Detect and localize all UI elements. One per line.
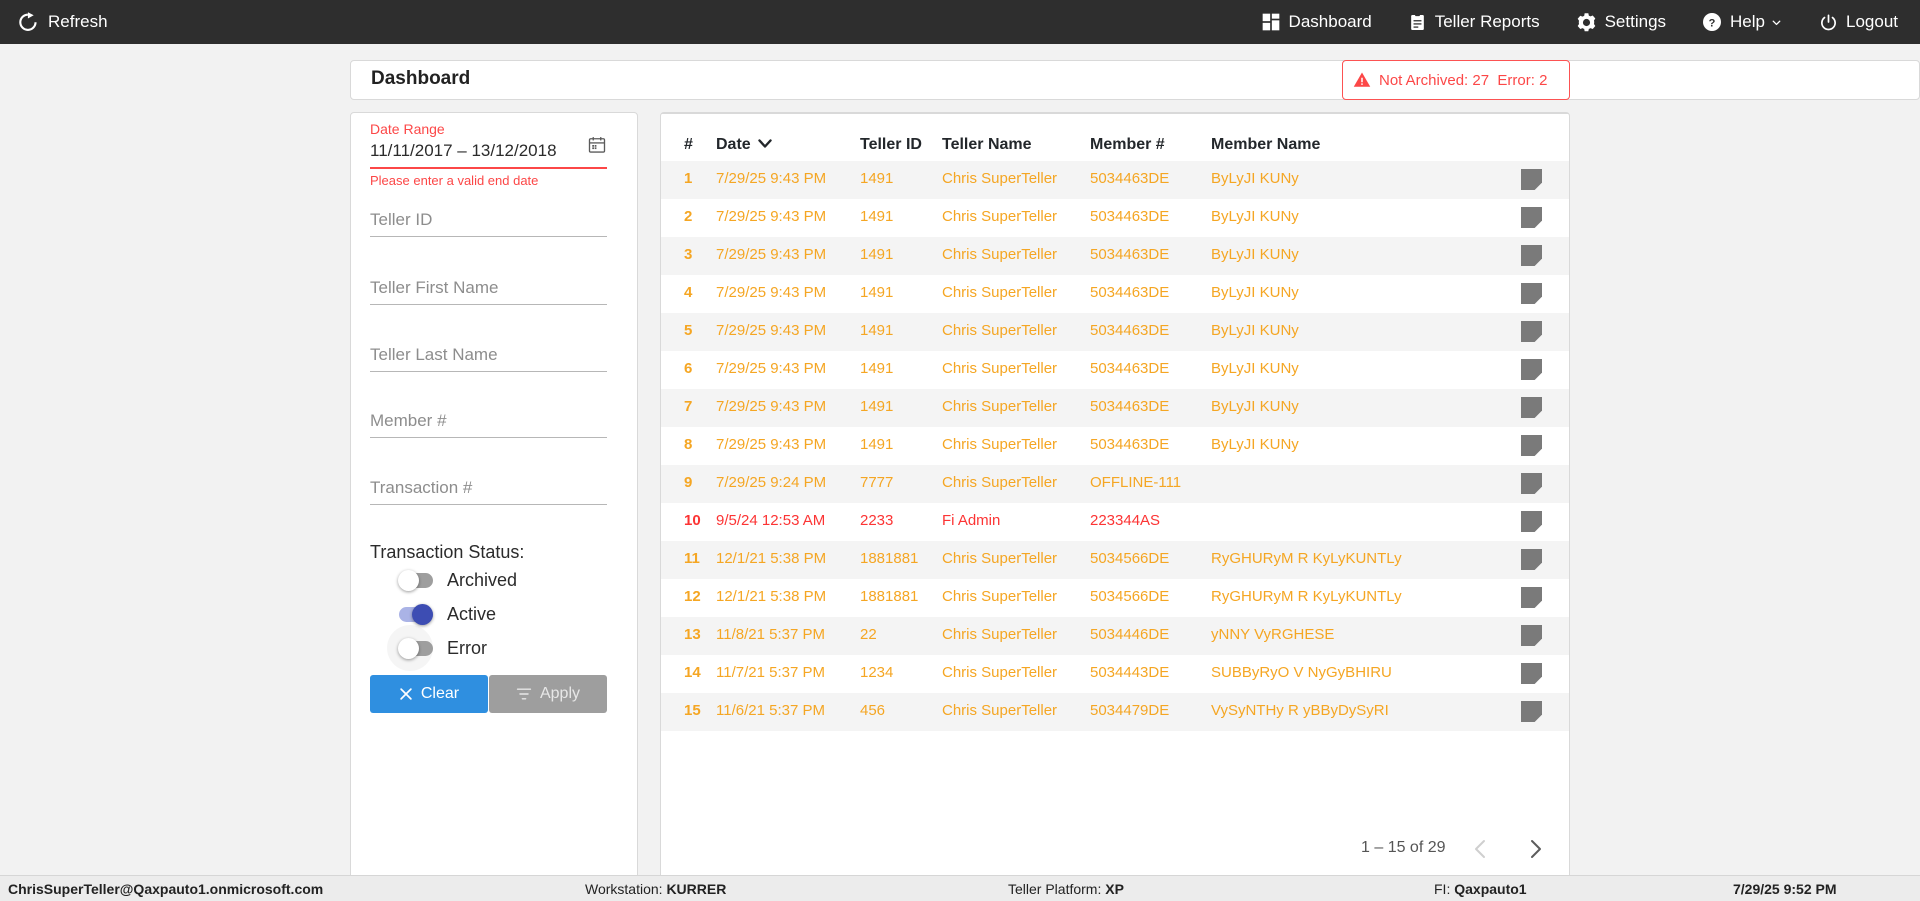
svg-text:?: ? bbox=[1709, 18, 1716, 30]
